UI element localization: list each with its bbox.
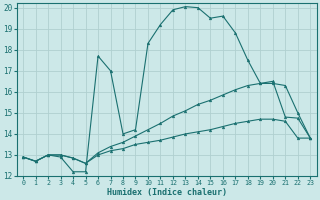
- X-axis label: Humidex (Indice chaleur): Humidex (Indice chaleur): [107, 188, 227, 197]
